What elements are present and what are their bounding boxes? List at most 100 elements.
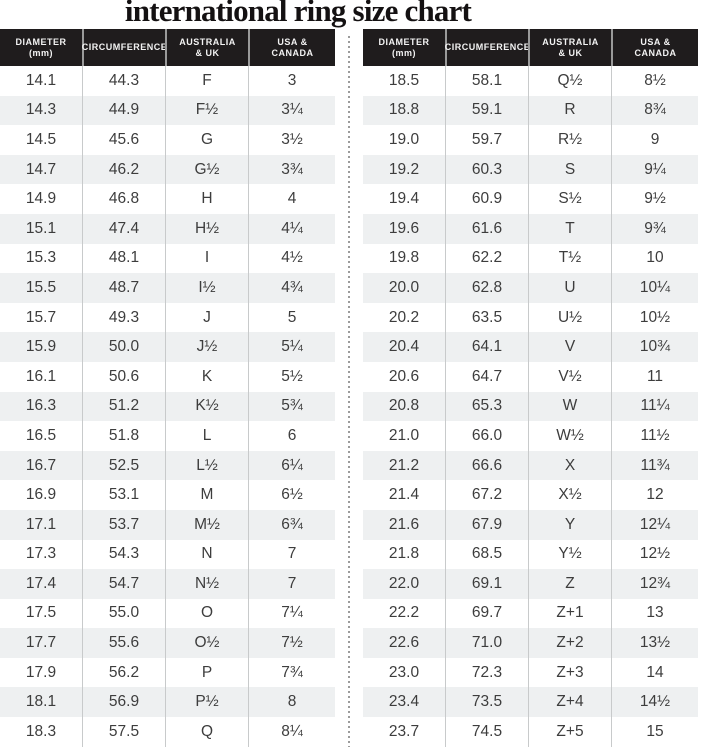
cell-australia-uk: Z+4 [528, 687, 611, 718]
cell-circumference: 62.8 [445, 273, 528, 303]
cell-australia-uk: L [165, 421, 248, 451]
cell-diameter: 19.6 [388, 219, 420, 237]
table-row: 23.4 73.5 Z+4 14½ [363, 687, 698, 718]
cell-diameter: 21.4 [388, 486, 420, 504]
cell-diameter: 18.3 [25, 722, 57, 740]
cell-diameter: 15.5 [25, 278, 57, 296]
cell-australia-uk: Y½ [528, 539, 611, 570]
cell-diameter: 17.9 [25, 663, 57, 681]
column-header-usa-canada: USA & CANADA [611, 29, 698, 66]
cell-australia-uk: G [165, 125, 248, 155]
cell-australia-uk: M [165, 480, 248, 510]
cell-diameter: 15.1 [25, 219, 57, 237]
table-row: 16.1 50.6 K 5½ [0, 361, 335, 392]
table-row: 21.8 68.5 Y½ 12½ [363, 539, 698, 570]
cell-usa-canada: 14 [611, 657, 698, 688]
cell-australia-uk: N½ [165, 569, 248, 599]
cell-circumference: 63.5 [445, 302, 528, 333]
table-row: 21.4 67.2 X½ 12 [363, 480, 698, 510]
table-row: 17.4 54.7 N½ 7 [0, 569, 335, 599]
cell-diameter: 19.8 [388, 249, 420, 267]
table-row: 22.6 71.0 Z+2 13½ [363, 628, 698, 658]
cell-circumference: 54.7 [82, 569, 165, 599]
header-line: (mm) [29, 47, 53, 58]
cell-australia-uk: S½ [528, 184, 611, 214]
cell-australia-uk: U [528, 273, 611, 303]
cell-australia-uk: G½ [165, 154, 248, 185]
cell-diameter: 20.2 [388, 308, 420, 326]
cell-usa-canada: 12 [611, 480, 698, 510]
table-row: 14.9 46.8 H 4 [0, 184, 335, 214]
table-row: 23.0 72.3 Z+3 14 [363, 657, 698, 688]
cell-diameter: 14.9 [25, 190, 57, 208]
cell-circumference: 56.9 [82, 687, 165, 718]
cell-circumference: 52.5 [82, 450, 165, 481]
cell-australia-uk: Y [528, 509, 611, 540]
cell-australia-uk: J [165, 302, 248, 333]
cell-usa-canada: 9¾ [611, 213, 698, 244]
cell-usa-canada: 6¾ [248, 509, 335, 540]
cell-australia-uk: V½ [528, 361, 611, 392]
table-row: 19.2 60.3 S 9¼ [363, 154, 698, 185]
cell-circumference: 61.6 [445, 213, 528, 244]
cell-usa-canada: 13½ [611, 628, 698, 658]
table-row: 17.9 56.2 P 7¾ [0, 657, 335, 688]
cell-circumference: 47.4 [82, 213, 165, 244]
cell-circumference: 58.1 [445, 66, 528, 96]
cell-usa-canada: 6¼ [248, 450, 335, 481]
cell-diameter: 21.8 [388, 545, 420, 563]
cell-usa-canada: 10¾ [611, 332, 698, 362]
cell-usa-canada: 3¼ [248, 95, 335, 126]
cell-circumference: 55.6 [82, 628, 165, 658]
cell-diameter: 16.3 [25, 397, 57, 415]
cell-australia-uk: Z+3 [528, 657, 611, 688]
cell-australia-uk: X½ [528, 480, 611, 510]
table-row: 19.4 60.9 S½ 9½ [363, 184, 698, 214]
cell-usa-canada: 11¾ [611, 450, 698, 481]
cell-usa-canada: 9 [611, 125, 698, 155]
cell-usa-canada: 5¼ [248, 332, 335, 362]
table-row: 17.5 55.0 O 7¼ [0, 598, 335, 629]
cell-circumference: 56.2 [82, 657, 165, 688]
cell-circumference: 71.0 [445, 628, 528, 658]
cell-diameter: 15.3 [25, 249, 57, 267]
column-header-australia-uk: AUSTRALIA & UK [165, 29, 248, 66]
table-row: 18.8 59.1 R 8¾ [363, 95, 698, 126]
header-line: & UK [558, 47, 583, 58]
column-header-diameter: DIAMETER (mm) [363, 29, 445, 66]
table-row: 20.2 63.5 U½ 10½ [363, 302, 698, 333]
cell-australia-uk: S [528, 154, 611, 185]
cell-circumference: 60.3 [445, 154, 528, 185]
cell-diameter: 19.2 [388, 160, 420, 178]
cell-usa-canada: 3 [248, 66, 335, 96]
cell-circumference: 46.8 [82, 184, 165, 214]
cell-usa-canada: 7 [248, 569, 335, 599]
table-row: 15.7 49.3 J 5 [0, 302, 335, 333]
table-row: 18.3 57.5 Q 8¼ [0, 717, 335, 747]
cell-circumference: 65.3 [445, 391, 528, 422]
table-row: 20.6 64.7 V½ 11 [363, 361, 698, 392]
table-row: 17.7 55.6 O½ 7½ [0, 628, 335, 658]
cell-diameter: 23.7 [388, 722, 420, 740]
cell-diameter: 14.1 [25, 71, 57, 89]
cell-australia-uk: V [528, 332, 611, 362]
ring-size-table-right: DIAMETER (mm) CIRCUMFERENCE AUSTRALIA & … [363, 29, 698, 747]
table-row: 19.0 59.7 R½ 9 [363, 125, 698, 155]
table-row: 15.1 47.4 H½ 4¼ [0, 213, 335, 244]
cell-usa-canada: 10 [611, 243, 698, 274]
cell-diameter: 16.1 [25, 367, 57, 385]
cell-usa-canada: 7¾ [248, 657, 335, 688]
cell-diameter: 15.9 [25, 338, 57, 356]
cell-circumference: 64.1 [445, 332, 528, 362]
table-row: 16.5 51.8 L 6 [0, 421, 335, 451]
cell-circumference: 74.5 [445, 717, 528, 747]
cell-australia-uk: Q [165, 717, 248, 747]
cell-usa-canada: 11½ [611, 421, 698, 451]
cell-australia-uk: O [165, 598, 248, 629]
table-body-right: 18.5 58.1 Q½ 8½ 18.8 59.1 R 8¾ 19.0 59.7… [363, 66, 698, 747]
cell-diameter: 16.9 [25, 486, 57, 504]
cell-usa-canada: 10½ [611, 302, 698, 333]
header-line: CANADA [634, 47, 677, 58]
column-header-circumference: CIRCUMFERENCE [445, 29, 530, 66]
cell-diameter: 14.3 [25, 101, 57, 119]
